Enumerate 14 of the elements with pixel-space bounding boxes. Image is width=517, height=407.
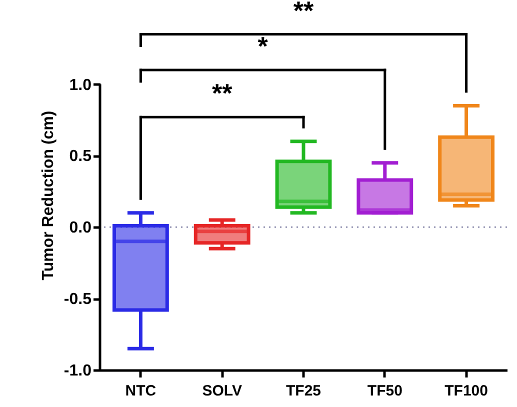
annotation: ** [212, 78, 234, 108]
text: * [258, 31, 269, 61]
x-tick-label: NTC [125, 382, 156, 400]
y-tick-label: 0.0 [69, 220, 92, 237]
text: ** [293, 0, 314, 26]
x-tick-label: TF50 [367, 382, 402, 400]
y-tick-label: -0.5 [64, 291, 92, 308]
x-tick-label: SOLV [202, 382, 242, 400]
x-tick-label: TF100 [444, 382, 488, 400]
y-axis-title: Tumor Reduction (cm) [40, 110, 57, 280]
x-tick-label: TF25 [286, 382, 322, 400]
y-tick-label: -1.0 [64, 362, 92, 380]
y-tick-label: 1.0 [69, 76, 92, 94]
y-tick-label: 0.5 [69, 148, 92, 166]
